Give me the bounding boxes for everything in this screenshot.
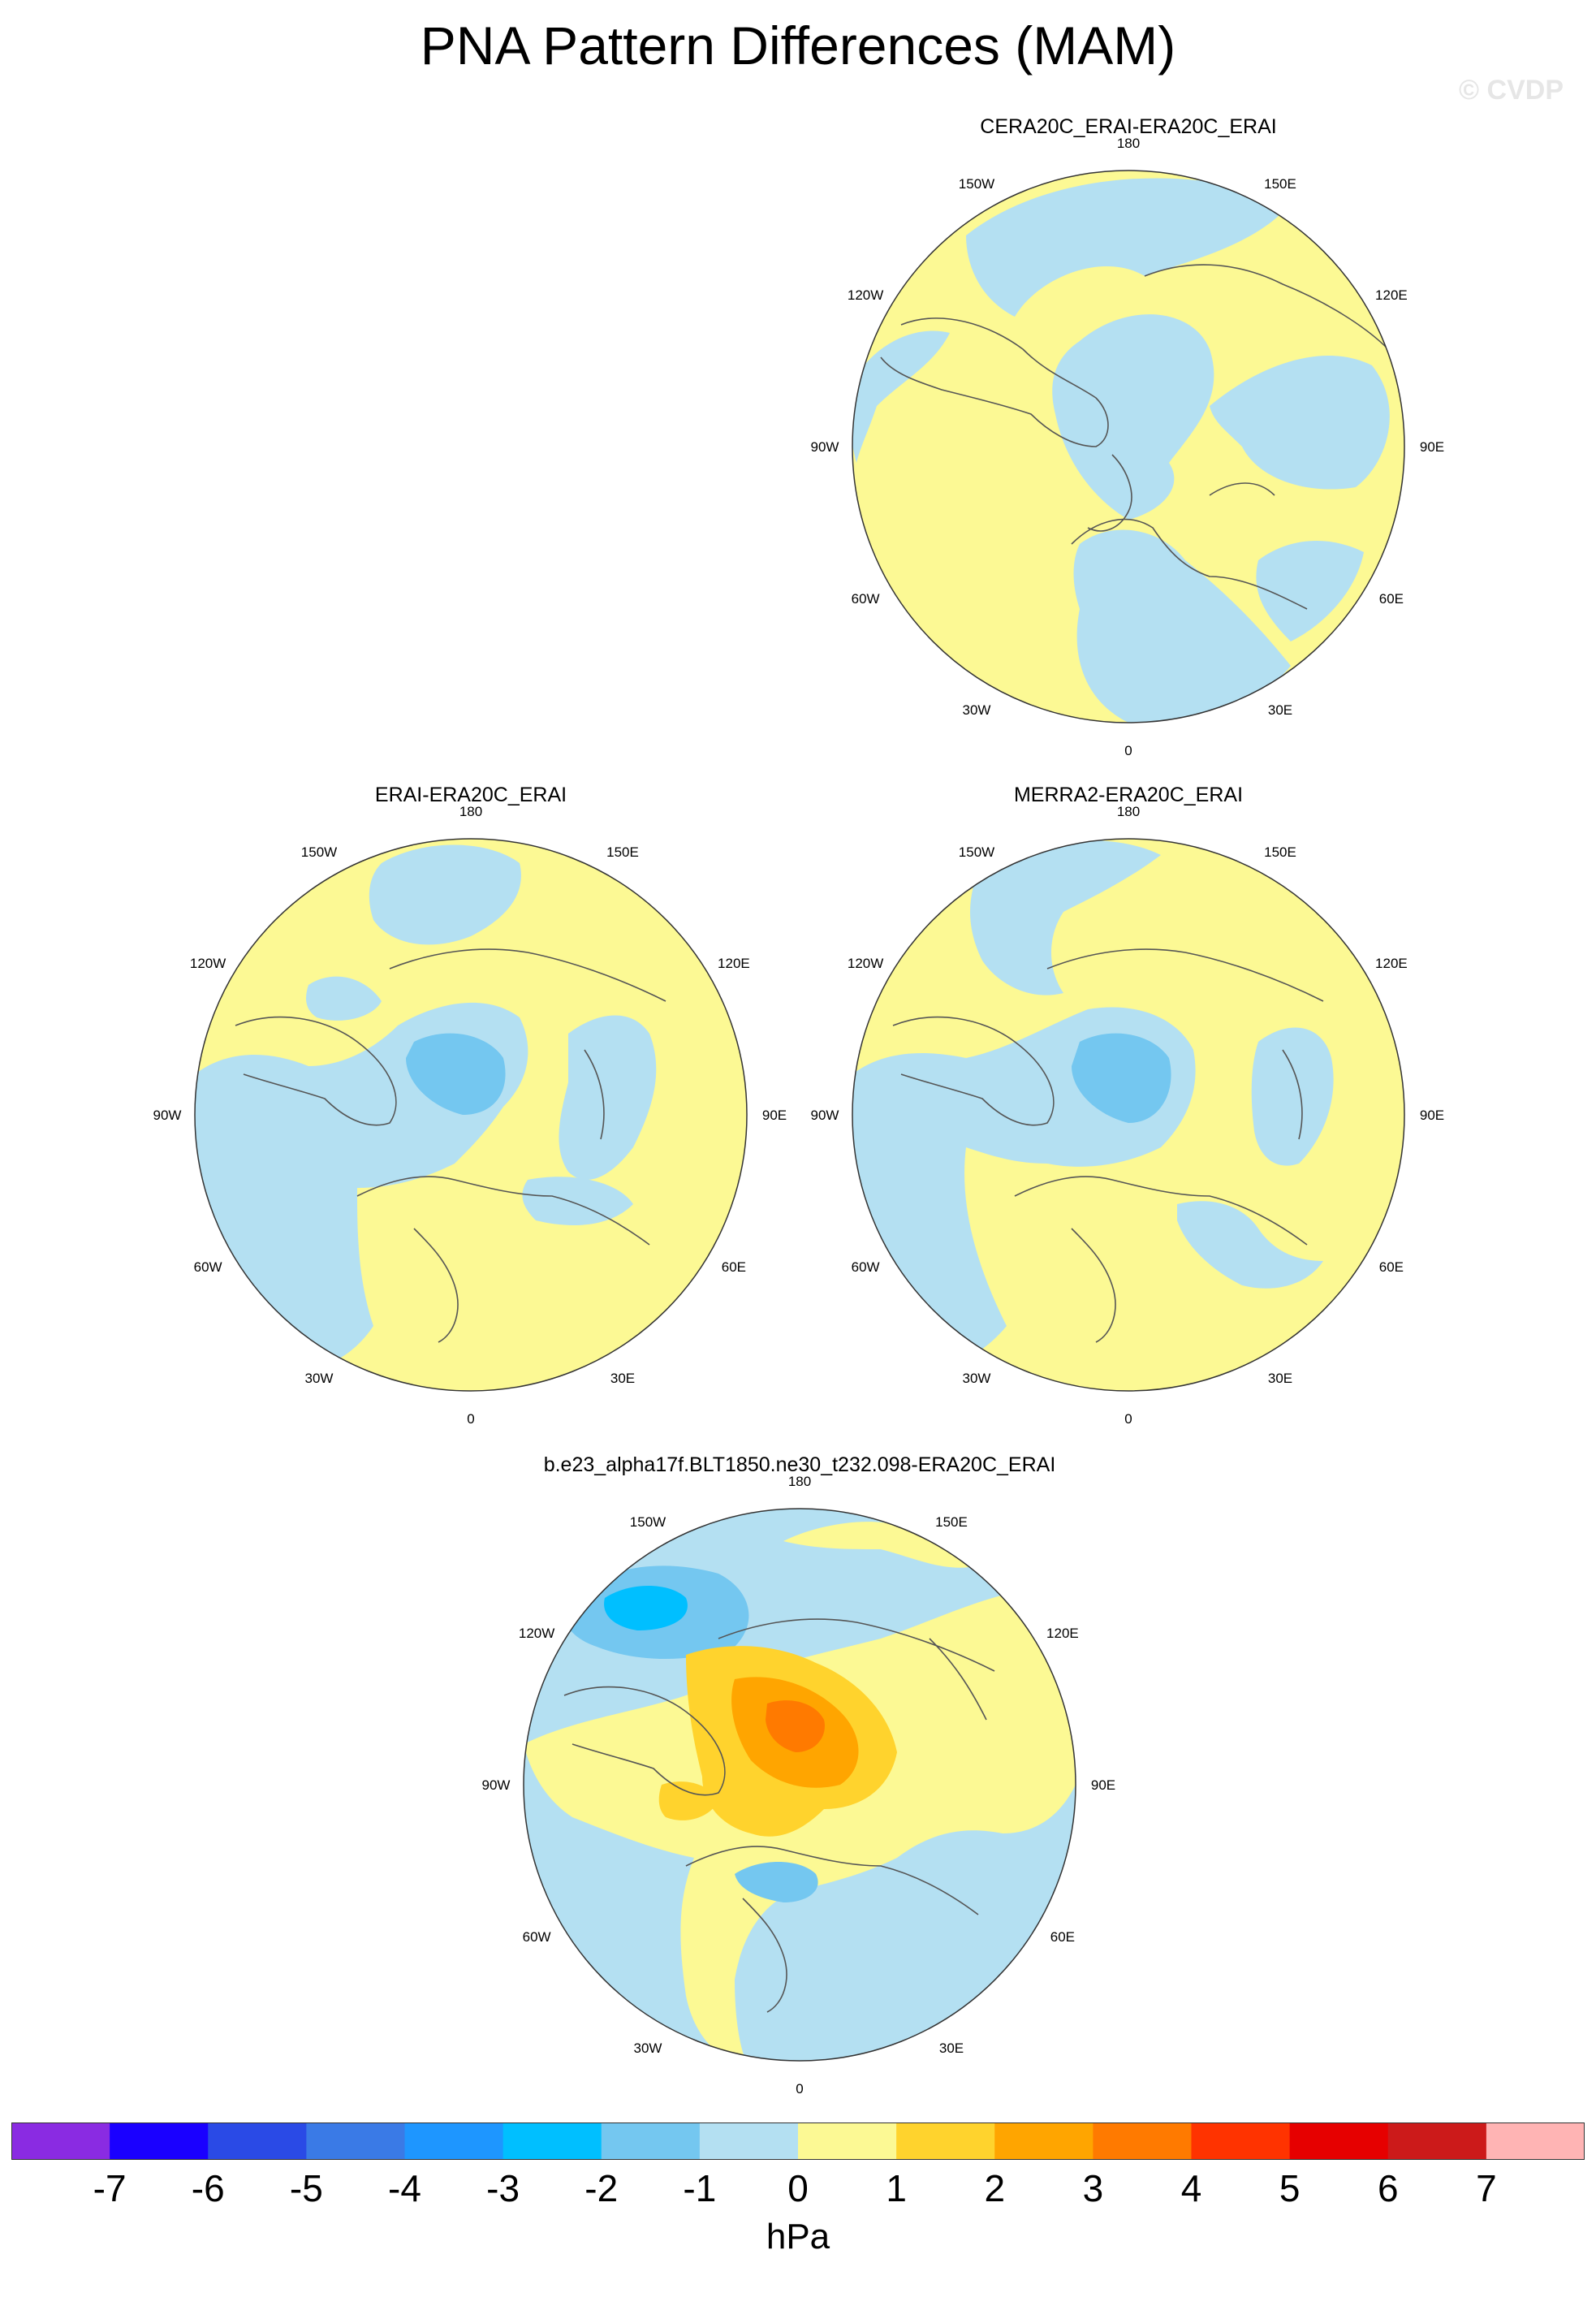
colorbar-tick-label: -1 — [683, 2167, 717, 2209]
colorbar-tick-label: 0 — [787, 2167, 809, 2209]
longitude-label: 120W — [519, 1626, 554, 1641]
panel-title: CERA20C_ERAI-ERA20C_ERAI — [980, 115, 1277, 138]
colorbar-tick-label: -3 — [486, 2167, 520, 2209]
colorbar-swatch — [1387, 2122, 1487, 2160]
longitude-label: 0 — [467, 1411, 474, 1427]
panel-title: b.e23_alpha17f.BLT1850.ne30_t232.098-ERA… — [543, 1453, 1056, 1476]
colorbar-tick-label: 6 — [1377, 2167, 1399, 2209]
colorbar-tick-label: 5 — [1279, 2167, 1301, 2209]
longitude-label: 90W — [482, 1777, 511, 1793]
colorbar — [11, 2122, 1585, 2160]
longitude-label: 60W — [852, 591, 880, 607]
longitude-label: 150W — [959, 844, 994, 860]
longitude-label: 90E — [762, 1108, 787, 1123]
longitude-label: 150W — [630, 1514, 666, 1530]
longitude-label: 0 — [1124, 743, 1132, 758]
colorbar-swatch — [1191, 2122, 1291, 2160]
longitude-label: 120E — [718, 956, 750, 971]
longitude-label: 60E — [722, 1259, 746, 1275]
panel-title: MERRA2-ERA20C_ERAI — [1013, 784, 1244, 806]
panel-title: ERAI-ERA20C_ERAI — [374, 784, 567, 806]
longitude-label: 150W — [301, 844, 337, 860]
map-panel-erai: ERAI-ERA20C_ERAI 180 150E 120E 90E 60E 30E 0 30… — [146, 784, 796, 1433]
longitude-label: 60E — [1050, 1929, 1075, 1945]
longitude-label: 30W — [963, 1371, 991, 1386]
colorbar-swatch — [306, 2122, 405, 2160]
longitude-label: 150E — [1264, 844, 1296, 860]
longitude-label: 60E — [1379, 1259, 1404, 1275]
longitude-label: 90W — [153, 1108, 182, 1123]
longitude-label: 90E — [1420, 1108, 1444, 1123]
polar-map-erai: 180 150E 120E 90E 60E 30E 0 30W 60W 90W 120W 150W — [153, 806, 787, 1427]
longitude-label: 90W — [811, 439, 839, 455]
longitude-label: 120E — [1375, 287, 1408, 303]
credit-watermark: © CVDP — [1459, 75, 1564, 106]
map-panel-merra2: MERRA2-ERA20C_ERAI 180 150E 120E 90E 60E 30E 0… — [804, 784, 1453, 1433]
colorbar-tick-label: -2 — [584, 2167, 619, 2209]
longitude-label: 180 — [1117, 806, 1140, 819]
longitude-label: 90E — [1420, 439, 1444, 455]
colorbar-tick-label: -4 — [388, 2167, 421, 2209]
polar-map-model: 180 150E 120E 90E 60E 30E 0 30W 60W 90W 120W 150W — [482, 1476, 1116, 2097]
colorbar-units: hPa — [766, 2217, 830, 2256]
longitude-label: 150E — [935, 1514, 968, 1530]
longitude-label: 180 — [459, 806, 482, 819]
longitude-label: 120E — [1046, 1626, 1079, 1641]
colorbar-tick-label: -7 — [93, 2167, 127, 2209]
map-panel-model: b.e23_alpha17f.BLT1850.ne30_t232.098-ERA… — [475, 1453, 1124, 2103]
longitude-label: 0 — [1124, 1411, 1132, 1427]
longitude-label: 90W — [811, 1108, 839, 1123]
colorbar-tick-label: 7 — [1476, 2167, 1497, 2209]
longitude-label: 30W — [963, 702, 991, 718]
longitude-label: 180 — [1117, 138, 1140, 151]
longitude-label: 180 — [788, 1476, 811, 1489]
colorbar-swatch — [798, 2122, 897, 2160]
longitude-label: 60W — [523, 1929, 551, 1945]
map-panel-cera20c: CERA20C_ERAI-ERA20C_ERAI 180 150E 120E 90E 6… — [804, 115, 1453, 765]
polar-map-merra2: 180 150E 120E 90E 60E 30E 0 30W 60W 90W 120W 150W — [811, 806, 1445, 1427]
colorbar-swatch — [404, 2122, 504, 2160]
colorbar-swatch — [896, 2122, 995, 2160]
colorbar-tick-label: -6 — [191, 2167, 225, 2209]
colorbar-tick-label: 4 — [1180, 2167, 1202, 2209]
colorbar-tick-label: -5 — [289, 2167, 323, 2209]
colorbar-tick-label: 2 — [984, 2167, 1006, 2209]
colorbar-tick-label: 1 — [886, 2167, 907, 2209]
colorbar-swatch — [110, 2122, 209, 2160]
longitude-label: 30E — [1268, 1371, 1292, 1386]
colorbar-swatch — [1486, 2122, 1585, 2160]
longitude-label: 60W — [852, 1259, 880, 1275]
longitude-label: 150E — [1264, 176, 1296, 192]
longitude-label: 30E — [939, 2040, 964, 2056]
colorbar-swatch — [208, 2122, 307, 2160]
longitude-label: 0 — [796, 2081, 803, 2097]
colorbar-tick-label: 3 — [1082, 2167, 1104, 2209]
colorbar-swatch — [601, 2122, 701, 2160]
longitude-label: 60W — [194, 1259, 222, 1275]
longitude-label: 30E — [1268, 702, 1292, 718]
colorbar-swatch — [503, 2122, 602, 2160]
longitude-label: 150E — [606, 844, 639, 860]
longitude-label: 120E — [1375, 956, 1408, 971]
longitude-label: 30E — [610, 1371, 635, 1386]
longitude-label: 120W — [848, 287, 883, 303]
colorbar-swatch — [699, 2122, 799, 2160]
longitude-label: 120W — [848, 956, 883, 971]
colorbar-swatch — [1289, 2122, 1389, 2160]
longitude-label: 60E — [1379, 591, 1404, 607]
longitude-label: 120W — [190, 956, 226, 971]
polar-map-cera20c: 180 150E 120E 90E 60E 30E 0 30W 60W 90W 120W 150W — [811, 138, 1445, 758]
colorbar-swatch — [994, 2122, 1093, 2160]
longitude-label: 90E — [1091, 1777, 1115, 1793]
colorbar-swatch — [11, 2122, 110, 2160]
colorbar-swatch — [1093, 2122, 1192, 2160]
longitude-label: 150W — [959, 176, 994, 192]
longitude-label: 30W — [634, 2040, 662, 2056]
figure-title: PNA Pattern Differences (MAM) — [420, 15, 1176, 76]
longitude-label: 30W — [305, 1371, 334, 1386]
